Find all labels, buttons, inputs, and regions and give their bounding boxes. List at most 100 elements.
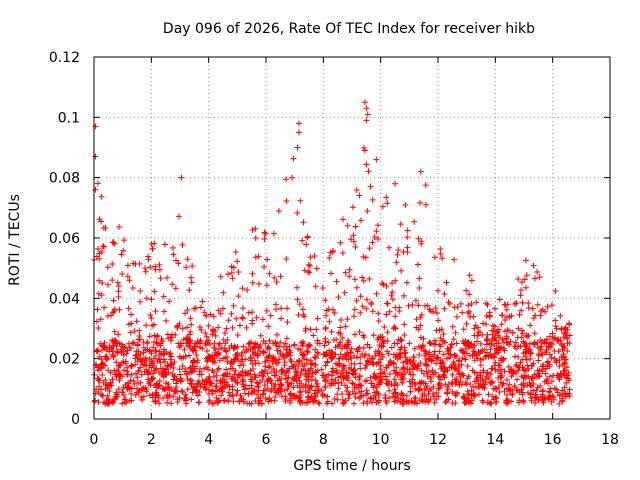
data-point	[383, 300, 390, 307]
data-point	[468, 277, 475, 284]
data-point	[407, 388, 414, 395]
grid-lines	[94, 57, 610, 419]
data-point	[299, 342, 306, 349]
data-point	[119, 389, 126, 396]
data-point	[420, 370, 427, 377]
data-point	[428, 378, 435, 385]
data-point	[373, 290, 380, 297]
data-point	[231, 371, 238, 378]
data-point	[151, 240, 158, 247]
data-point	[202, 385, 209, 392]
data-point	[249, 270, 256, 277]
data-point	[557, 370, 564, 377]
data-point	[534, 268, 541, 275]
data-point	[273, 306, 280, 313]
data-point	[349, 204, 356, 211]
data-point	[154, 332, 161, 339]
data-point	[470, 313, 477, 320]
data-point	[265, 353, 272, 360]
data-point	[224, 358, 231, 365]
data-point	[307, 326, 314, 333]
data-point	[232, 249, 239, 256]
data-point	[241, 386, 248, 393]
data-point	[484, 331, 491, 338]
data-point	[391, 376, 398, 383]
data-point	[530, 262, 537, 269]
data-point	[146, 392, 153, 399]
data-point	[163, 317, 170, 324]
data-point	[404, 244, 411, 251]
data-point	[128, 363, 135, 370]
data-point	[531, 275, 538, 282]
data-point	[409, 376, 416, 383]
data-point	[389, 280, 396, 287]
data-point	[254, 380, 261, 387]
data-point	[203, 376, 210, 383]
data-point	[350, 400, 357, 407]
data-point	[160, 293, 167, 300]
data-point	[520, 398, 527, 405]
data-point	[209, 331, 216, 338]
data-point	[284, 352, 291, 359]
data-point	[351, 306, 358, 313]
data-point	[306, 269, 313, 276]
data-point	[176, 321, 183, 328]
data-point	[329, 306, 336, 313]
data-point	[546, 393, 553, 400]
data-point	[303, 381, 310, 388]
data-point	[220, 336, 227, 343]
data-point	[487, 400, 494, 407]
data-point	[477, 377, 484, 384]
data-point	[184, 324, 191, 331]
data-point	[441, 305, 448, 312]
data-point	[364, 359, 371, 366]
data-point	[432, 305, 439, 312]
data-point	[364, 208, 371, 215]
data-point	[188, 396, 195, 403]
data-point	[431, 254, 438, 261]
data-point	[343, 388, 350, 395]
data-point	[339, 216, 346, 223]
data-point	[552, 287, 559, 294]
data-point	[103, 356, 110, 363]
data-point	[283, 256, 290, 263]
data-point	[265, 398, 272, 405]
data-point	[400, 292, 407, 299]
data-point	[361, 99, 368, 106]
data-point	[541, 395, 548, 402]
data-point	[104, 264, 111, 271]
data-point	[463, 287, 470, 294]
data-point	[242, 372, 249, 379]
data-point	[396, 307, 403, 314]
data-point	[98, 361, 105, 368]
data-point	[297, 346, 304, 353]
data-point	[236, 322, 243, 329]
data-point	[397, 221, 404, 228]
data-point	[164, 274, 171, 281]
data-point	[474, 332, 481, 339]
data-point	[314, 351, 321, 358]
data-point	[366, 275, 373, 282]
data-point	[312, 283, 319, 290]
data-point	[544, 303, 551, 310]
data-point	[202, 330, 209, 337]
data-point	[483, 300, 490, 307]
data-point	[108, 382, 115, 389]
data-point	[335, 374, 342, 381]
data-point	[375, 359, 382, 366]
data-point	[188, 321, 195, 328]
data-point	[339, 363, 346, 370]
data-point	[365, 168, 372, 175]
data-point	[404, 357, 411, 364]
data-point	[499, 312, 506, 319]
data-point	[483, 373, 490, 380]
data-point	[296, 357, 303, 364]
data-point	[539, 306, 546, 313]
data-point	[227, 360, 234, 367]
data-point	[142, 384, 149, 391]
data-point	[460, 338, 467, 345]
data-point	[434, 309, 441, 316]
data-point	[136, 327, 143, 334]
data-point	[353, 297, 360, 304]
data-point	[375, 334, 382, 341]
